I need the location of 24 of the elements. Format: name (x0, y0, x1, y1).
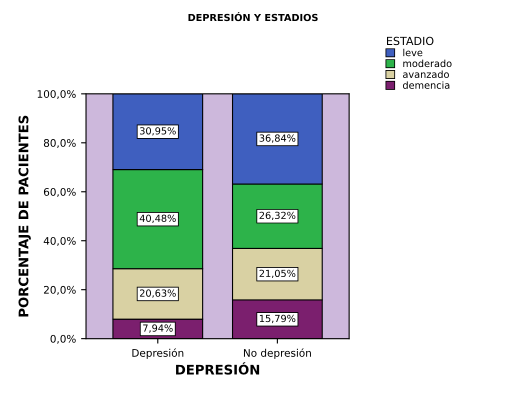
x-tick-label: Depresión (132, 348, 184, 359)
x-axis-title: DEPRESIÓN (176, 362, 260, 375)
data-label: 7,94% (143, 324, 173, 333)
data-label: 20,63% (140, 289, 176, 298)
legend-title: ESTADIO (387, 36, 434, 46)
x-tick-label: No depresión (244, 348, 311, 359)
legend-label: avanzado (403, 70, 449, 78)
y-tick-label: 100,0% (38, 90, 76, 100)
chart-title: DEPRESIÓN Y ESTADIOS (188, 12, 318, 22)
y-tick-label: 60,0% (44, 188, 76, 197)
legend-label: demencia (402, 81, 450, 89)
data-label: 36,84% (260, 134, 296, 143)
y-tick-label: 20,0% (44, 286, 76, 295)
data-label: 15,79% (260, 314, 296, 324)
data-label: 30,95% (140, 127, 176, 136)
data-label: 21,05% (260, 270, 296, 278)
y-tick-label: 80,0% (44, 139, 76, 148)
data-label: 40,48% (140, 214, 176, 223)
data-label: 26,32% (260, 212, 296, 220)
y-tick-label: 40,0% (44, 236, 76, 246)
y-axis-title: PORCENTAJE DE PACIENTES (18, 116, 31, 316)
y-tick-label: 0,0% (50, 334, 76, 344)
legend-label: leve (403, 48, 422, 56)
legend-label: moderado (403, 60, 452, 68)
